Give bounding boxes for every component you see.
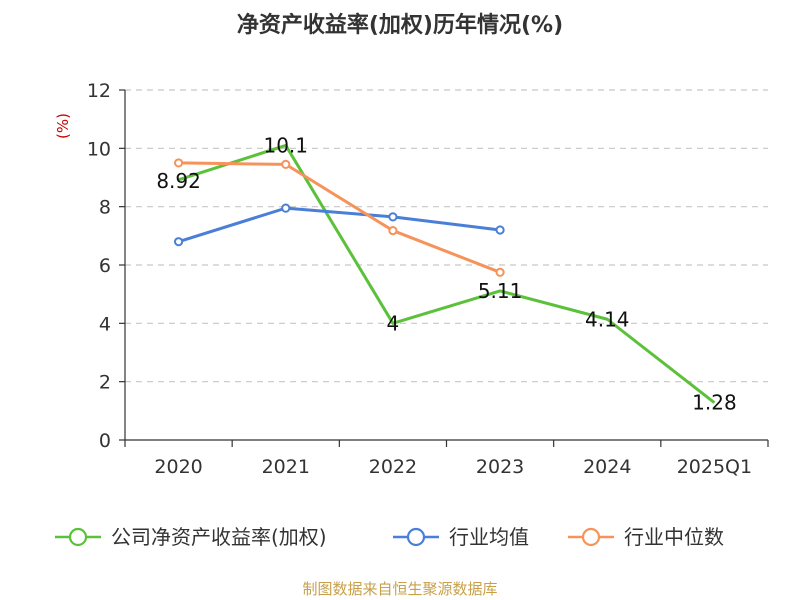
x-tick-label: 2025Q1 — [677, 456, 752, 478]
grid-lines — [125, 89, 768, 383]
x-tick-label: 2021 — [262, 456, 310, 478]
series-industry-median-point — [495, 267, 505, 277]
legend-marker-swatch — [581, 527, 601, 547]
y-tick-label: 2 — [99, 372, 111, 394]
y-tick-label: 10 — [87, 138, 111, 160]
series-industry-average-line — [178, 206, 501, 244]
legend-item-company-roe[interactable]: 公司净资产收益率(加权) — [55, 525, 327, 549]
legend-label: 行业均值 — [449, 525, 529, 549]
y-tick-label: 4 — [99, 313, 111, 335]
data-label: 8.92 — [156, 169, 201, 193]
data-label: 10.1 — [263, 133, 308, 157]
series-industry-average-point — [173, 237, 184, 247]
series-industry-median-point — [281, 159, 291, 169]
chart-title: 净资产收益率(加权)历年情况(%) — [237, 12, 563, 38]
series-industry-median-line — [178, 161, 501, 274]
y-axis-unit-label: (%) — [54, 113, 72, 139]
legend-label: 公司净资产收益率(加权) — [111, 525, 327, 549]
x-tick-label: 2024 — [583, 456, 631, 478]
legend-marker-swatch — [406, 527, 426, 547]
y-tick-label: 12 — [87, 80, 111, 102]
legend-marker-swatch — [68, 527, 88, 547]
series-company-roe-line — [178, 143, 716, 404]
data-label: 4.14 — [585, 307, 630, 331]
x-tick-label: 2023 — [476, 456, 524, 478]
x-tick-label: 2020 — [154, 456, 202, 478]
series-industry-average-point — [495, 225, 505, 235]
data-labels: 8.92 10.1 4 5.11 4.14 1.28 — [156, 133, 736, 414]
y-tick-label: 8 — [99, 197, 111, 219]
legend[interactable]: 公司净资产收益率(加权) 行业均值 行业中位数 — [55, 525, 724, 549]
data-label: 5.11 — [478, 279, 523, 303]
y-tick-label: 0 — [99, 430, 111, 452]
series-industry-average-point — [281, 203, 291, 213]
x-tick-label: 2022 — [369, 456, 417, 478]
series-industry-median-point — [388, 225, 398, 236]
data-label: 4 — [387, 311, 400, 335]
series-lines — [173, 143, 716, 404]
legend-item-industry-median[interactable]: 行业中位数 — [568, 525, 724, 549]
axes: 0 2 4 6 8 10 12 2020 2021 2022 2023 2024 2025Q1 — [87, 80, 769, 478]
legend-item-industry-average[interactable]: 行业均值 — [393, 525, 529, 549]
series-industry-median-point — [173, 158, 184, 168]
source-note: 制图数据来自恒生聚源数据库 — [302, 580, 497, 598]
legend-label: 行业中位数 — [624, 525, 724, 549]
series-industry-average-point — [388, 212, 398, 222]
y-tick-label: 6 — [99, 255, 111, 277]
data-label: 1.28 — [692, 391, 737, 415]
